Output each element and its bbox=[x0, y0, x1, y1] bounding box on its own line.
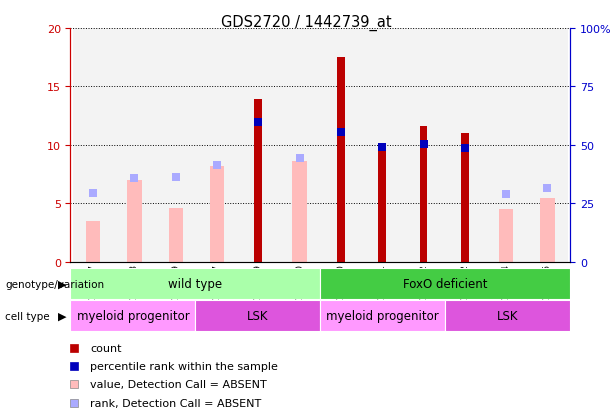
Bar bbox=[320, 268, 570, 299]
Text: wild type: wild type bbox=[169, 278, 223, 290]
Bar bbox=[238, 29, 279, 262]
Text: value, Detection Call = ABSENT: value, Detection Call = ABSENT bbox=[90, 379, 267, 389]
Bar bbox=[279, 29, 320, 262]
Bar bbox=[292, 162, 307, 262]
Bar bbox=[444, 29, 485, 262]
Text: myeloid progenitor: myeloid progenitor bbox=[326, 310, 439, 323]
Bar bbox=[155, 29, 196, 262]
Bar bbox=[378, 149, 386, 262]
Text: genotype/variation: genotype/variation bbox=[5, 279, 104, 289]
Bar bbox=[196, 29, 238, 262]
Text: count: count bbox=[90, 343, 122, 353]
Bar bbox=[70, 301, 196, 332]
Text: rank, Detection Call = ABSENT: rank, Detection Call = ABSENT bbox=[90, 398, 262, 408]
Bar bbox=[72, 29, 114, 262]
Bar bbox=[70, 268, 320, 299]
Bar bbox=[499, 210, 513, 262]
Bar bbox=[337, 58, 345, 262]
Bar bbox=[196, 301, 320, 332]
Text: percentile rank within the sample: percentile rank within the sample bbox=[90, 361, 278, 371]
Text: LSK: LSK bbox=[247, 310, 268, 323]
Bar bbox=[445, 301, 570, 332]
Bar bbox=[362, 29, 403, 262]
Text: LSK: LSK bbox=[497, 310, 519, 323]
Bar bbox=[540, 198, 555, 262]
Bar bbox=[128, 180, 142, 262]
Bar bbox=[419, 127, 427, 262]
Bar bbox=[254, 100, 262, 262]
Text: cell type: cell type bbox=[5, 311, 50, 321]
Bar bbox=[210, 166, 224, 262]
Text: ▶: ▶ bbox=[58, 279, 66, 289]
Bar bbox=[403, 29, 444, 262]
Bar bbox=[485, 29, 527, 262]
Bar bbox=[320, 301, 445, 332]
Bar bbox=[114, 29, 155, 262]
Bar bbox=[86, 221, 101, 262]
Bar bbox=[169, 209, 183, 262]
Bar bbox=[320, 29, 362, 262]
Bar bbox=[527, 29, 568, 262]
Bar bbox=[461, 134, 469, 262]
Text: myeloid progenitor: myeloid progenitor bbox=[77, 310, 189, 323]
Text: GDS2720 / 1442739_at: GDS2720 / 1442739_at bbox=[221, 14, 392, 31]
Text: ▶: ▶ bbox=[58, 311, 66, 321]
Text: FoxO deficient: FoxO deficient bbox=[403, 278, 487, 290]
